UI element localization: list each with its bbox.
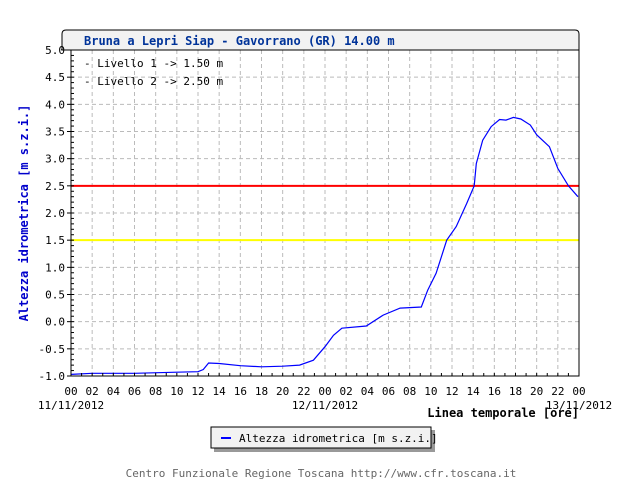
x-tick-label: 10	[170, 385, 183, 398]
grid	[71, 50, 579, 376]
x-tick-label: 10	[424, 385, 437, 398]
x-tick-label: 06	[128, 385, 141, 398]
title-box	[61, 29, 580, 51]
y-tick-label: 1.5	[45, 234, 65, 247]
x-tick-label: 20	[530, 385, 543, 398]
x-tick-label: 02	[340, 385, 353, 398]
x-tick-label: 08	[149, 385, 162, 398]
date-label-3: 13/11/2012	[546, 399, 612, 412]
footer: Centro Funzionale Regione Toscana http:/…	[126, 467, 517, 480]
x-tick-label: 00	[64, 385, 77, 398]
x-tick-label: 22	[551, 385, 564, 398]
y-tick-label: 5.0	[45, 44, 65, 57]
x-tick-label: 04	[107, 385, 121, 398]
x-axis-label: Linea temporale [ore]	[427, 406, 579, 420]
x-tick-label: 08	[403, 385, 416, 398]
x-tick-label: 18	[255, 385, 268, 398]
x-tick-label: 20	[276, 385, 289, 398]
y-tick-label: -1.0	[39, 370, 66, 383]
x-tick-label: 12	[445, 385, 458, 398]
x-tick-label: 18	[509, 385, 522, 398]
y-tick-label: 4.5	[45, 71, 65, 84]
y-tick-label: 1.0	[45, 261, 65, 274]
x-tick-label: 22	[297, 385, 310, 398]
legend-label: Altezza idrometrica [m s.z.i.]	[239, 432, 438, 445]
y-tick-label: 3.5	[45, 126, 65, 139]
axis-ticks: 5.0 4.5 4.0 3.5 3.0 2.5 2.0 1.5 1.0 0.5 0.0 -0.5 -1.…	[39, 44, 586, 398]
annotation-level-1: - Livello 1 -> 1.50 m	[84, 57, 223, 70]
date-label-2: 12/11/2012	[292, 399, 358, 412]
y-tick-label: -0.5	[39, 343, 66, 356]
x-tick-label: 14	[467, 385, 481, 398]
x-tick-label: 16	[488, 385, 501, 398]
x-tick-label: 04	[361, 385, 375, 398]
x-tick-label: 00	[318, 385, 331, 398]
y-tick-label: 0.0	[45, 316, 65, 329]
annotation-level-2: - Livello 2 -> 2.50 m	[84, 75, 223, 88]
date-label-1: 11/11/2012	[38, 399, 104, 412]
y-tick-label: 3.0	[45, 153, 65, 166]
x-tick-label: 00	[572, 385, 585, 398]
x-tick-label: 06	[382, 385, 395, 398]
y-axis-label: Altezza idrometrica [m s.z.i.]	[17, 105, 31, 322]
chart-title: Bruna a Lepri Siap - Gavorrano (GR) 14.0…	[84, 34, 395, 48]
y-tick-label: 0.5	[45, 289, 65, 302]
legend-box	[210, 426, 432, 449]
y-tick-label: 2.5	[45, 180, 65, 193]
series-line	[70, 116, 579, 375]
thresholds	[71, 184, 579, 242]
x-tick-label: 12	[191, 385, 204, 398]
x-tick-label: 14	[213, 385, 227, 398]
y-tick-label: 4.0	[45, 98, 65, 111]
x-tick-label: 16	[234, 385, 247, 398]
x-tick-label: 02	[86, 385, 99, 398]
y-tick-label: 2.0	[45, 207, 65, 220]
